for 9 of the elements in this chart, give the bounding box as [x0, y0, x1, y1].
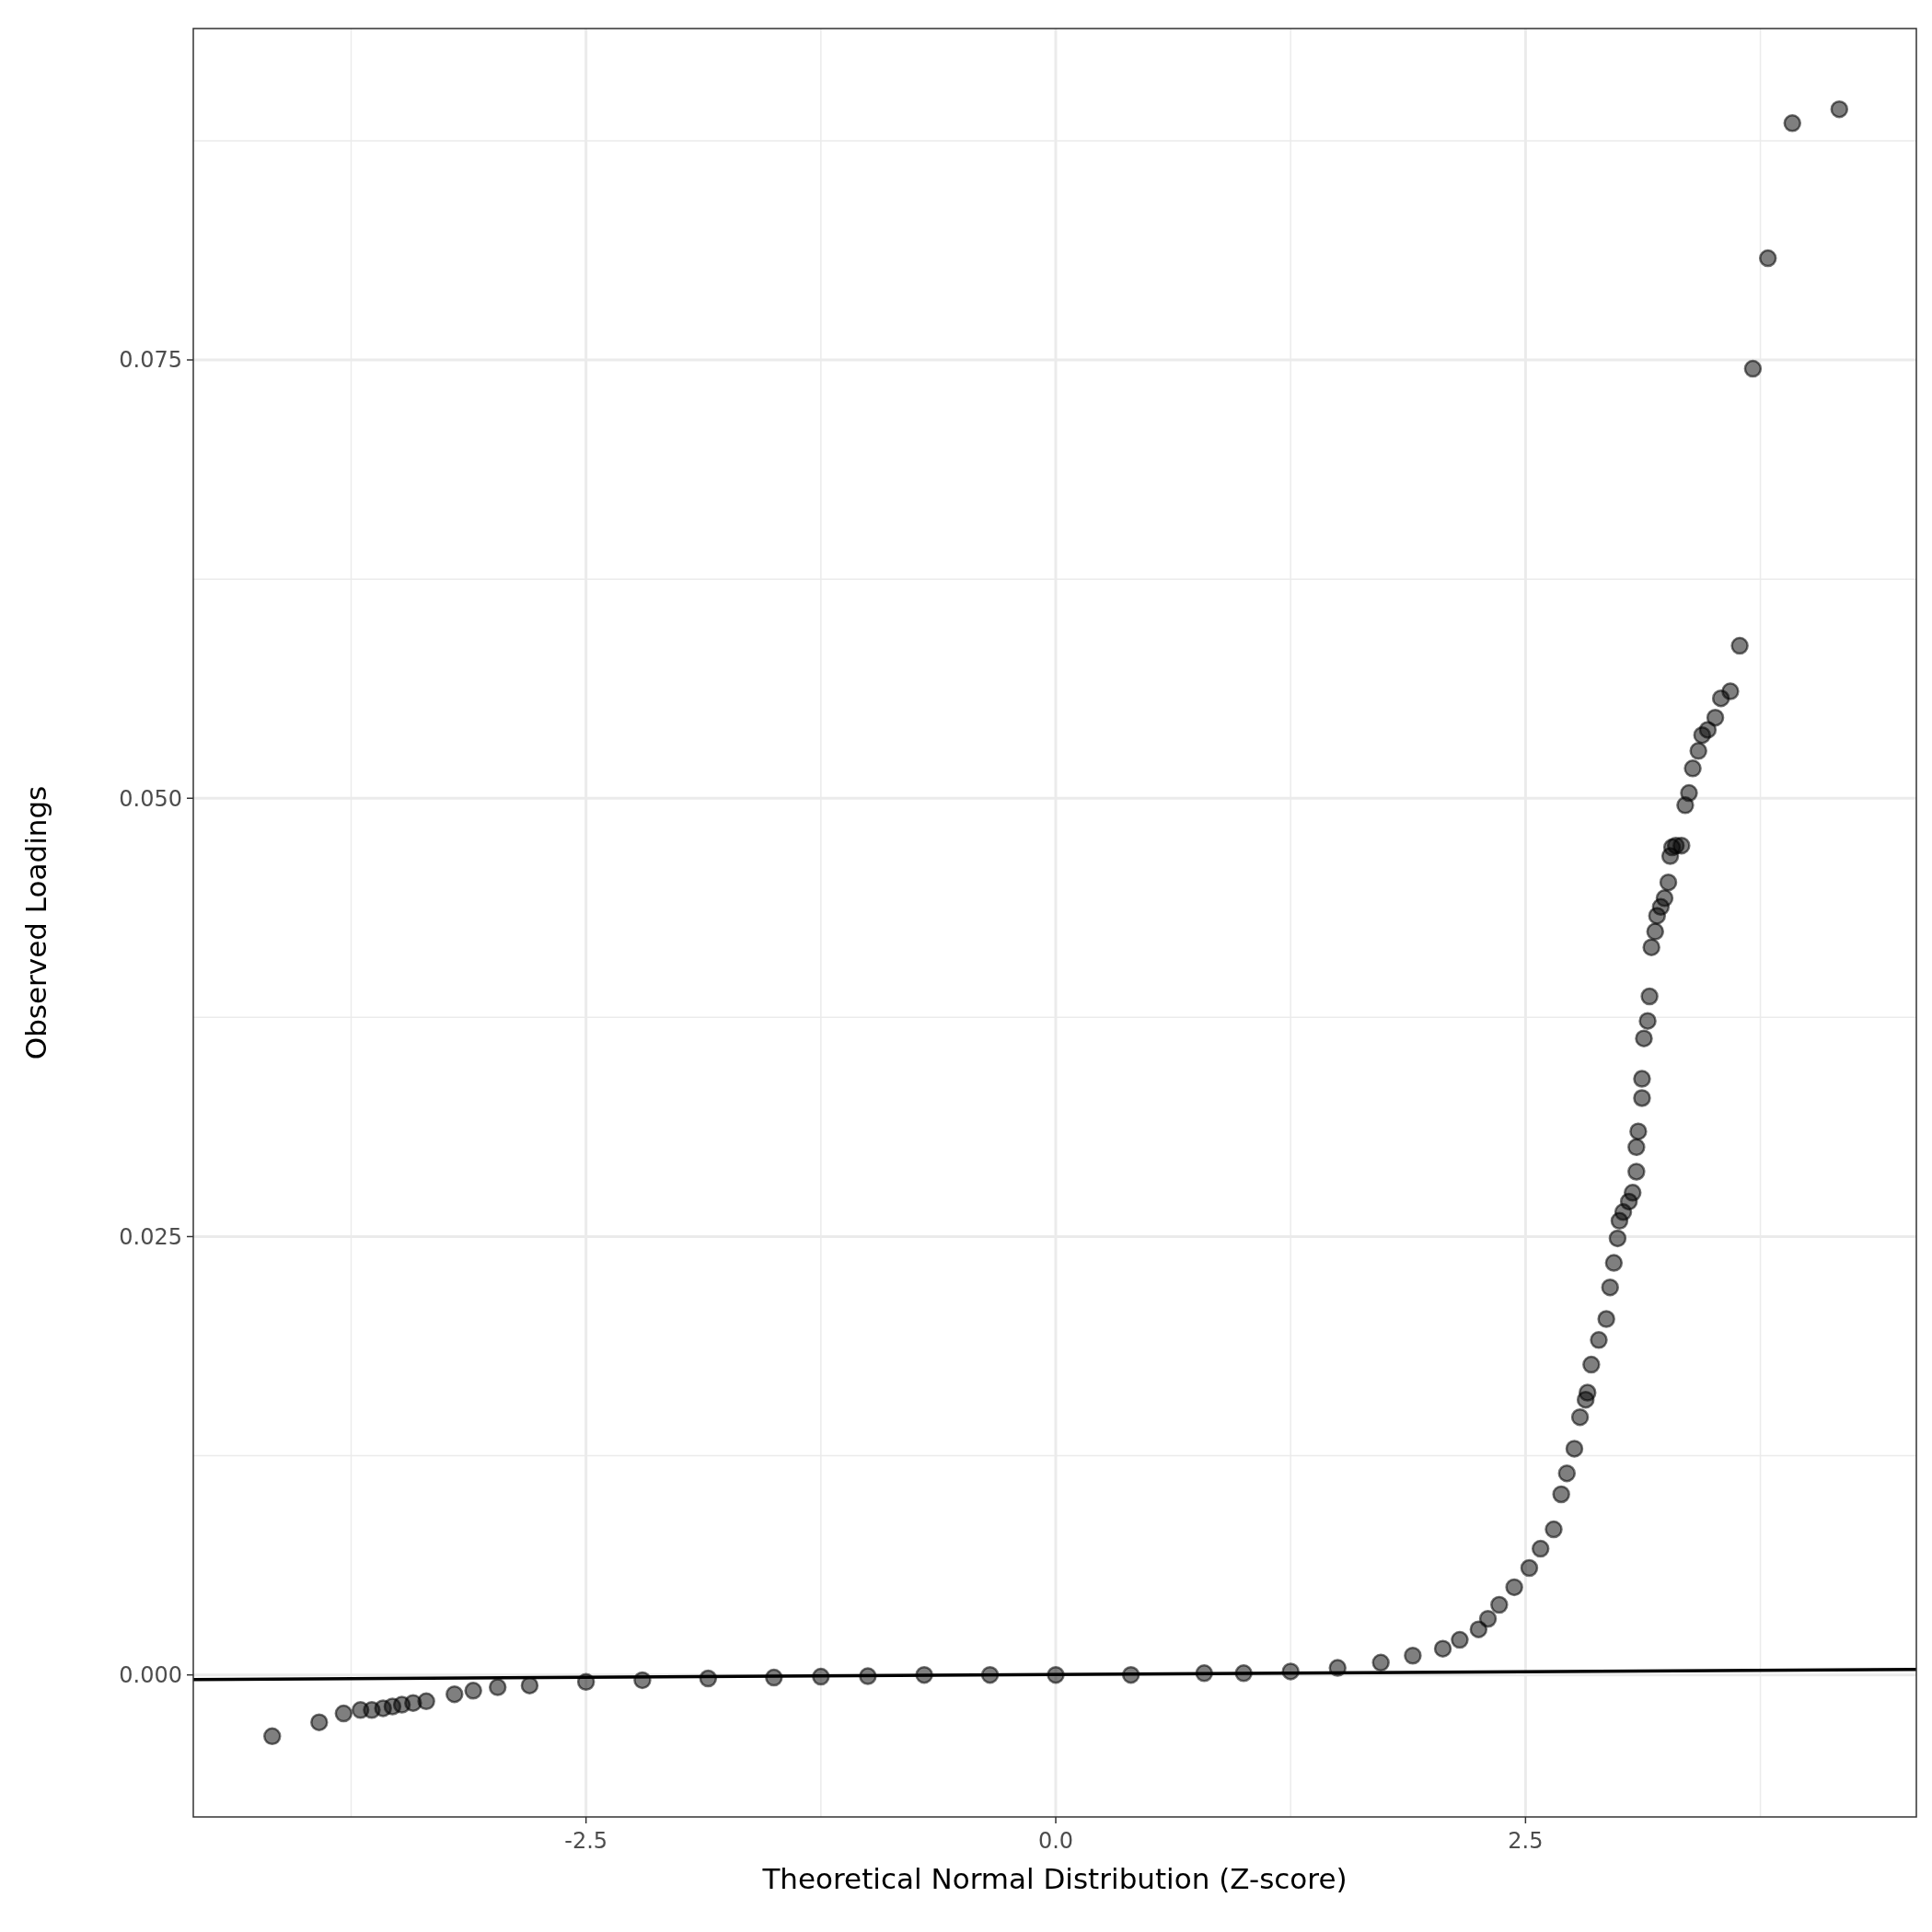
y-tick-label: 0.075 — [119, 347, 182, 374]
y-tick-label: 0.050 — [119, 785, 182, 812]
x-tick-label: 2.5 — [1508, 1828, 1544, 1854]
y-axis-title: Observed Loadings — [19, 785, 52, 1060]
x-tick-label: -2.5 — [564, 1828, 608, 1854]
x-tick-label: 0.0 — [1037, 1828, 1074, 1854]
y-tick-label: 0.000 — [119, 1662, 182, 1689]
y-tick-label: 0.025 — [119, 1223, 182, 1250]
x-axis-title: Theoretical Normal Distribution (Z-score) — [761, 1862, 1348, 1895]
